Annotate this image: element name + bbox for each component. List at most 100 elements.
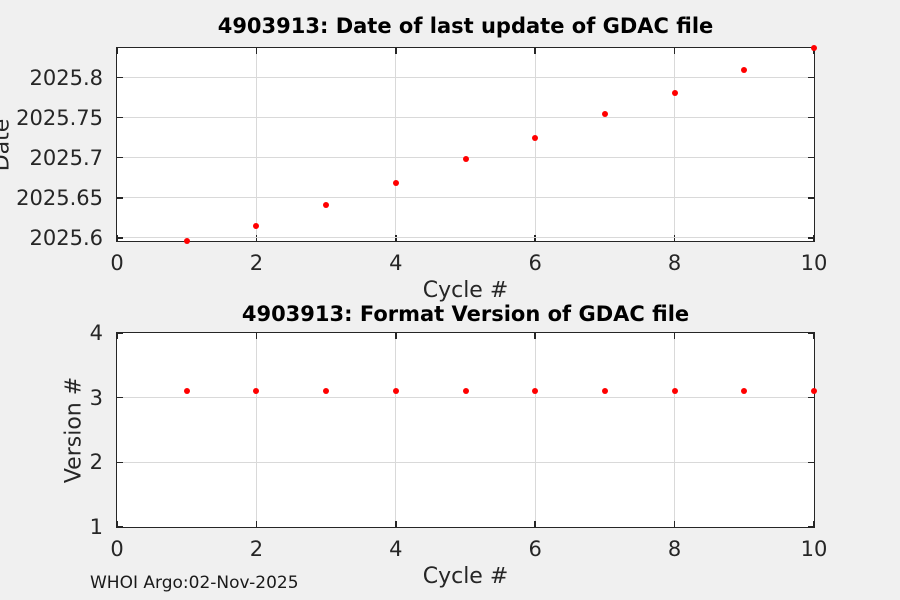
x-tick-label: 4 (389, 537, 403, 561)
x-gridline (255, 48, 257, 241)
top-plot-area (116, 45, 817, 244)
data-point (671, 388, 678, 395)
x-gridline (395, 333, 397, 527)
data-point (323, 388, 330, 395)
y-gridline (117, 77, 814, 79)
x-tick-mark (813, 235, 815, 241)
x-gridline (674, 48, 676, 241)
x-tick-mark (255, 333, 258, 339)
top-plot-title: 4903913: Date of last update of GDAC fil… (217, 14, 714, 38)
y-tick-mark (117, 116, 123, 119)
bottom-plot-frame (116, 332, 815, 528)
top-plot-xlabel: Cycle # (422, 278, 509, 303)
y-tick-label: 2025.7 (29, 145, 103, 170)
x-tick-label: 6 (528, 251, 542, 275)
watermark-text: WHOI Argo:02-Nov-2025 (90, 573, 299, 593)
data-point (811, 388, 817, 395)
y-tick-label: 2025.6 (29, 225, 103, 250)
data-point (462, 388, 469, 395)
x-tick-mark (395, 521, 397, 527)
data-point (741, 66, 748, 73)
y-gridline (117, 461, 814, 463)
data-point (183, 388, 190, 395)
data-point (741, 388, 748, 395)
x-tick-label: 10 (800, 251, 828, 275)
y-tick-label: 2025.8 (29, 65, 103, 90)
y-tick-mark (808, 237, 814, 239)
data-point (601, 388, 608, 395)
x-tick-mark (534, 521, 536, 527)
data-point (601, 111, 608, 118)
x-tick-mark (534, 48, 536, 54)
y-gridline (117, 117, 814, 119)
x-tick-label: 2 (249, 251, 264, 275)
bottom-plot-area (116, 332, 817, 528)
x-tick-label: 8 (667, 251, 682, 275)
data-point (392, 388, 399, 395)
bottom-plot-xlabel: Cycle # (422, 564, 509, 589)
x-tick-mark (395, 333, 397, 339)
x-tick-mark (255, 48, 258, 54)
data-point (532, 134, 539, 141)
x-tick-mark (116, 48, 118, 54)
y-tick-mark (808, 116, 814, 119)
y-gridline (117, 197, 814, 199)
y-tick-mark (117, 156, 123, 159)
y-tick-mark (117, 237, 123, 239)
x-tick-mark (673, 48, 676, 54)
x-tick-label: 8 (667, 537, 682, 561)
x-tick-mark (813, 48, 815, 54)
y-tick-label: 3 (89, 385, 103, 410)
x-tick-label: 10 (800, 537, 828, 561)
y-tick-mark (808, 396, 814, 399)
x-tick-mark (116, 521, 118, 527)
x-tick-label: 0 (110, 537, 124, 561)
y-tick-mark (117, 197, 123, 199)
x-tick-mark (116, 333, 118, 339)
y-gridline (117, 237, 814, 239)
bottom-plot-title: 4903913: Format Version of GDAC file (241, 302, 690, 326)
x-tick-mark (255, 521, 258, 527)
data-point (253, 222, 260, 229)
y-tick-mark (808, 156, 814, 159)
y-tick-mark (117, 526, 123, 528)
x-gridline (534, 333, 536, 527)
y-tick-mark (117, 76, 123, 79)
y-tick-label: 4 (89, 321, 103, 345)
data-point (671, 89, 678, 96)
data-point (392, 179, 399, 186)
x-tick-mark (673, 333, 676, 339)
x-tick-mark (534, 333, 536, 339)
data-point (253, 388, 260, 395)
x-tick-mark (395, 48, 397, 54)
data-point (811, 45, 817, 51)
x-tick-mark (813, 521, 815, 527)
x-tick-label: 0 (110, 251, 124, 275)
x-gridline (674, 333, 676, 527)
y-tick-mark (117, 461, 123, 464)
x-gridline (534, 48, 536, 241)
data-point (462, 156, 469, 163)
y-tick-mark (808, 332, 814, 334)
x-tick-mark (813, 333, 815, 339)
y-tick-mark (808, 197, 814, 199)
data-point (183, 238, 190, 244)
y-tick-label: 1 (89, 515, 103, 539)
y-tick-mark (808, 526, 814, 528)
x-tick-label: 4 (389, 251, 403, 275)
y-tick-label: 2025.75 (16, 105, 103, 130)
y-tick-mark (117, 396, 123, 399)
y-tick-label: 2025.65 (16, 185, 103, 210)
x-gridline (395, 48, 397, 241)
x-gridline (255, 333, 257, 527)
y-tick-mark (117, 332, 123, 334)
y-tick-label: 2 (89, 450, 103, 475)
x-tick-label: 6 (528, 537, 542, 561)
y-gridline (117, 397, 814, 399)
x-tick-mark (673, 521, 676, 527)
y-tick-mark (808, 461, 814, 464)
y-tick-mark (808, 76, 814, 79)
data-point (323, 201, 330, 208)
